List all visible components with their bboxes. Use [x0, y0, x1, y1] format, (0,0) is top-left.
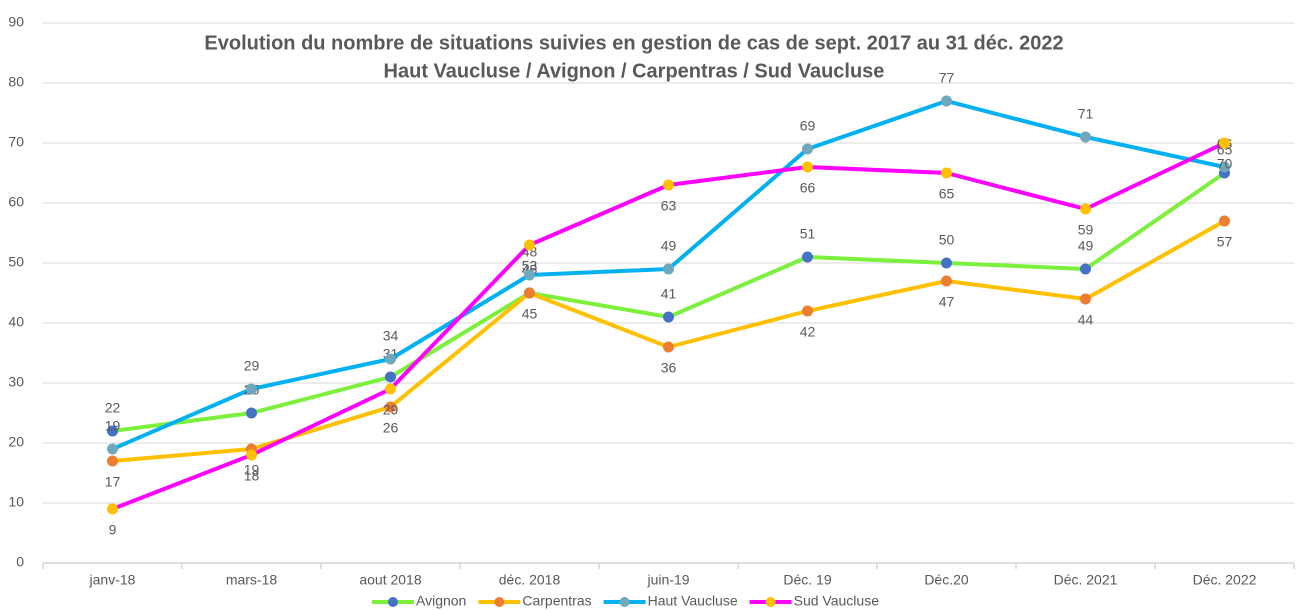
- legend-label: Avignon: [416, 593, 466, 609]
- data-label: 70: [1217, 156, 1233, 172]
- x-tick-label: janv-18: [89, 572, 136, 588]
- point: [107, 455, 118, 467]
- point: [1080, 203, 1091, 215]
- point: [246, 383, 257, 395]
- point: [941, 275, 952, 287]
- legend-marker: [494, 597, 505, 607]
- data-label: 29: [244, 358, 260, 374]
- point: [385, 353, 396, 365]
- point: [663, 341, 674, 353]
- data-label: 66: [800, 180, 816, 196]
- y-tick-label: 50: [8, 254, 24, 270]
- data-label: 47: [939, 294, 955, 310]
- y-tick-label: 30: [8, 374, 24, 390]
- data-label: 42: [800, 324, 816, 340]
- chart-subtitle: Haut Vaucluse / Avignon / Carpentras / S…: [384, 60, 885, 82]
- data-label: 49: [1078, 238, 1094, 254]
- data-label: 22: [105, 400, 121, 416]
- point: [107, 425, 118, 437]
- legend-label: Carpentras: [522, 593, 591, 609]
- point: [524, 269, 535, 281]
- point: [663, 179, 674, 191]
- point: [802, 251, 813, 263]
- chart-title: Evolution du nombre de situations suivie…: [204, 32, 1063, 54]
- data-label: 44: [1078, 312, 1094, 328]
- y-tick-label: 70: [8, 134, 24, 150]
- point: [1080, 293, 1091, 305]
- legend-marker: [619, 597, 630, 607]
- point: [1219, 137, 1230, 149]
- data-label: 17: [105, 474, 121, 490]
- point: [663, 263, 674, 275]
- point: [1080, 131, 1091, 143]
- data-label: 69: [800, 118, 816, 134]
- point: [524, 287, 535, 299]
- data-label: 36: [661, 360, 677, 376]
- legend-marker: [388, 597, 398, 607]
- data-label: 77: [939, 70, 955, 86]
- y-tick-label: 10: [8, 494, 24, 510]
- data-label: 34: [383, 328, 399, 344]
- point: [941, 95, 952, 107]
- y-tick-label: 20: [8, 434, 24, 450]
- y-tick-label: 60: [8, 194, 24, 210]
- point: [107, 503, 118, 515]
- data-label: 51: [800, 226, 816, 242]
- legend-label: Sud Vaucluse: [794, 593, 880, 609]
- data-label: 53: [522, 258, 538, 274]
- legend-marker: [765, 597, 776, 607]
- point: [385, 383, 396, 395]
- y-tick-label: 80: [8, 74, 24, 90]
- series-line: [112, 219, 1226, 463]
- point: [802, 161, 813, 173]
- data-label: 9: [109, 522, 117, 538]
- data-label: 49: [661, 238, 677, 254]
- y-tick-label: 0: [16, 554, 24, 570]
- x-tick-label: Déc.20: [924, 572, 969, 588]
- data-label: 71: [1078, 106, 1094, 122]
- point: [524, 239, 535, 251]
- data-label: 26: [383, 420, 399, 436]
- data-label: 19: [105, 418, 121, 434]
- data-label: 65: [939, 186, 955, 202]
- data-label: 59: [1078, 222, 1094, 238]
- data-label: 41: [661, 286, 677, 302]
- point: [941, 167, 952, 179]
- point: [1219, 161, 1230, 173]
- x-tick-label: Déc. 19: [783, 572, 831, 588]
- legend-label: Haut Vaucluse: [648, 593, 738, 609]
- data-label: 57: [1217, 234, 1233, 250]
- data-label: 50: [939, 232, 955, 248]
- point: [107, 443, 118, 455]
- y-tick-label: 90: [8, 14, 24, 30]
- x-tick-label: Déc. 2021: [1054, 572, 1118, 588]
- point: [385, 371, 396, 383]
- x-tick-label: mars-18: [226, 572, 278, 588]
- point: [246, 407, 257, 419]
- y-tick-label: 40: [8, 314, 24, 330]
- point: [1080, 263, 1091, 275]
- x-tick-label: déc. 2018: [499, 572, 561, 588]
- x-tick-label: Déc. 2022: [1193, 572, 1257, 588]
- data-label: 29: [383, 402, 399, 418]
- point: [246, 449, 257, 461]
- point: [663, 311, 674, 323]
- point: [941, 257, 952, 269]
- x-tick-label: aout 2018: [359, 572, 421, 588]
- data-label: 19: [244, 462, 260, 478]
- data-label: 18: [244, 468, 260, 484]
- series-line: [111, 99, 1225, 451]
- point: [385, 401, 396, 413]
- point: [802, 143, 813, 155]
- x-tick-label: juin-19: [646, 572, 689, 588]
- point: [802, 305, 813, 317]
- point: [1219, 215, 1230, 227]
- data-label: 63: [661, 198, 677, 214]
- data-label: 45: [522, 306, 538, 322]
